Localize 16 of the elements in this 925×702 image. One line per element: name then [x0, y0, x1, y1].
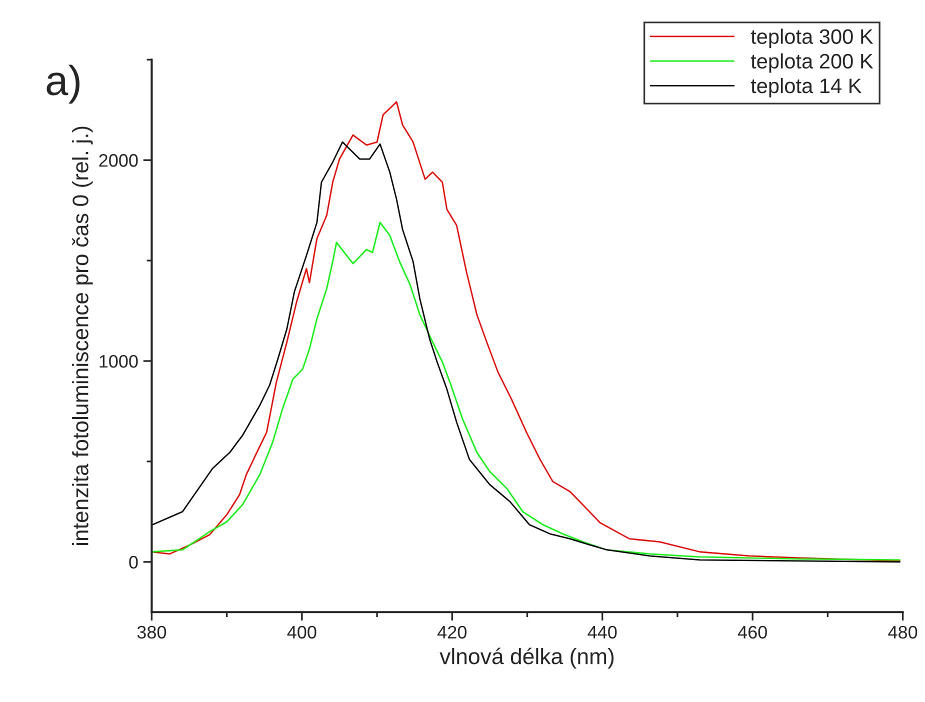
x-axis-title: vlnová délka (nm) — [440, 648, 614, 669]
y-axis-title: intenzita fotoluminiscence pro čas 0 (rel. j.) — [72, 126, 93, 545]
x-tick-label: 480 — [888, 626, 918, 639]
x-tick-label: 400 — [287, 626, 316, 639]
x-tick-label: 380 — [137, 626, 166, 639]
line-series — [152, 222, 900, 561]
legend-label: teplota 200 K — [750, 53, 874, 73]
y-tick-label: 1000 — [100, 354, 138, 368]
legend-label: teplota 14 K — [750, 78, 862, 98]
legend-label: teplota 300 K — [750, 28, 874, 48]
y-tick-label: 0 — [129, 556, 138, 569]
y-tick-label: 2000 — [99, 154, 138, 167]
x-tick-label: 460 — [738, 626, 767, 639]
text: a) — [46, 64, 80, 104]
x-tick-label: 420 — [437, 626, 466, 639]
x-tick-label: 440 — [588, 626, 617, 639]
